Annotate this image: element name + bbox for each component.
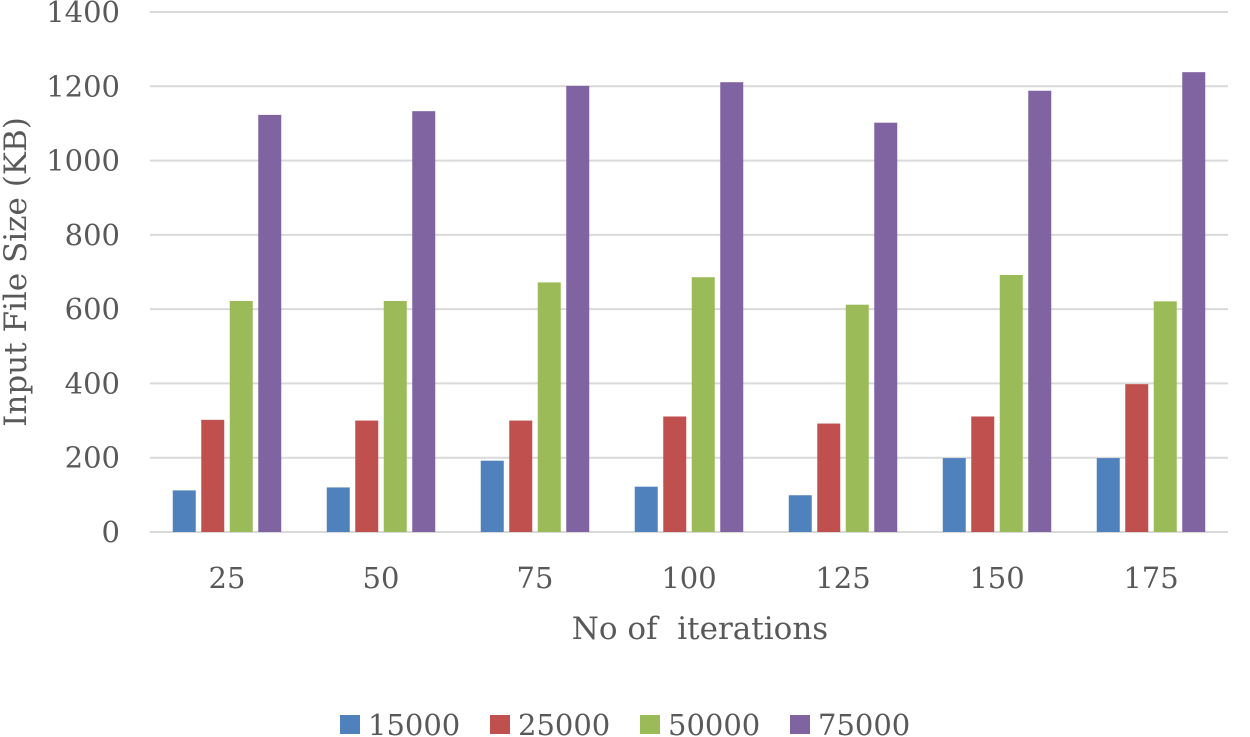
bar-15000-50 bbox=[326, 487, 350, 532]
bar-25000-150 bbox=[971, 416, 995, 532]
bar-50000-50 bbox=[383, 300, 407, 532]
bar-50000-75 bbox=[537, 282, 561, 532]
bar-15000-100 bbox=[634, 486, 658, 532]
bar-15000-125 bbox=[788, 495, 812, 532]
bar-75000-150 bbox=[1028, 90, 1052, 532]
y-tick-label: 800 bbox=[65, 218, 120, 252]
bar-50000-150 bbox=[999, 274, 1023, 532]
bar-25000-25 bbox=[201, 419, 225, 532]
bar-75000-50 bbox=[412, 111, 436, 533]
legend-swatch-25000 bbox=[490, 715, 510, 734]
y-tick-label: 600 bbox=[65, 292, 120, 326]
x-tick-label: 25 bbox=[209, 561, 246, 595]
x-tick-label: 175 bbox=[1123, 561, 1178, 595]
x-tick-label: 75 bbox=[517, 561, 554, 595]
legend-label-75000: 75000 bbox=[818, 708, 910, 737]
legend-swatch-75000 bbox=[790, 715, 810, 734]
y-axis-tick-labels: 0 200 400 600 800 1000 1200 1400 bbox=[46, 0, 120, 549]
bar-25000-125 bbox=[817, 423, 841, 532]
legend-swatch-50000 bbox=[640, 715, 660, 734]
y-tick-label: 0 bbox=[102, 515, 120, 549]
bar-15000-75 bbox=[480, 460, 504, 532]
y-tick-label: 1200 bbox=[46, 69, 120, 103]
y-tick-label: 400 bbox=[65, 366, 120, 400]
x-tick-label: 100 bbox=[661, 561, 716, 595]
bar-75000-175 bbox=[1182, 72, 1206, 533]
legend-label-15000: 15000 bbox=[368, 708, 460, 737]
bar-50000-175 bbox=[1153, 301, 1177, 532]
bar-75000-25 bbox=[258, 114, 282, 532]
bar-25000-100 bbox=[663, 416, 687, 532]
y-tick-label: 1400 bbox=[46, 0, 120, 29]
legend-label-50000: 50000 bbox=[668, 708, 760, 737]
bar-75000-125 bbox=[874, 122, 898, 532]
x-tick-label: 150 bbox=[969, 561, 1024, 595]
x-axis-title: No of iterations bbox=[572, 611, 828, 647]
y-axis-title: Input File Size (KB) bbox=[0, 117, 34, 427]
legend-label-25000: 25000 bbox=[518, 708, 610, 737]
bar-15000-150 bbox=[942, 458, 966, 532]
x-tick-label: 50 bbox=[363, 561, 400, 595]
bar-25000-50 bbox=[355, 420, 379, 532]
y-tick-label: 200 bbox=[65, 441, 120, 475]
legend-swatch-15000 bbox=[340, 715, 360, 734]
bar-50000-125 bbox=[845, 304, 869, 532]
x-tick-label: 125 bbox=[815, 561, 870, 595]
bar-50000-100 bbox=[691, 277, 715, 532]
bar-75000-75 bbox=[566, 85, 590, 533]
y-tick-label: 1000 bbox=[46, 144, 120, 178]
bar-15000-175 bbox=[1096, 458, 1120, 532]
bar-15000-25 bbox=[172, 490, 196, 532]
bar-75000-100 bbox=[720, 82, 744, 532]
bar-25000-175 bbox=[1125, 384, 1149, 532]
gridlines bbox=[150, 11, 1228, 533]
legend: 15000 25000 50000 75000 bbox=[340, 708, 910, 737]
bar-50000-25 bbox=[229, 300, 253, 532]
bar-25000-75 bbox=[509, 420, 533, 532]
bars bbox=[172, 72, 1206, 533]
x-axis-tick-labels: 25 50 75 100 125 150 175 bbox=[209, 561, 1179, 595]
